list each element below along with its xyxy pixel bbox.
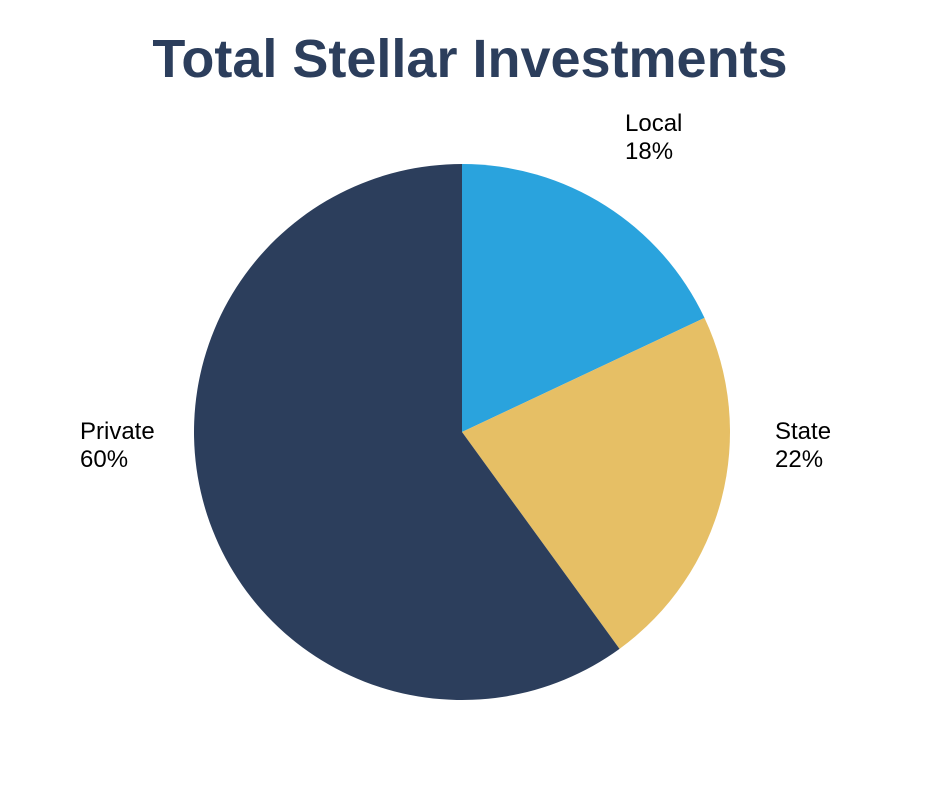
slice-label-local: Local 18%	[625, 110, 682, 165]
slice-label-state-name: State	[775, 418, 831, 446]
slice-label-local-pct: 18%	[625, 138, 682, 166]
pie-chart	[0, 0, 940, 788]
slice-label-private: Private 60%	[80, 418, 155, 473]
slice-label-private-pct: 60%	[80, 446, 155, 474]
slice-label-private-name: Private	[80, 418, 155, 446]
slice-label-state-pct: 22%	[775, 446, 831, 474]
chart-stage: Total Stellar Investments Local 18% Stat…	[0, 0, 940, 788]
slice-label-state: State 22%	[775, 418, 831, 473]
slice-label-local-name: Local	[625, 110, 682, 138]
